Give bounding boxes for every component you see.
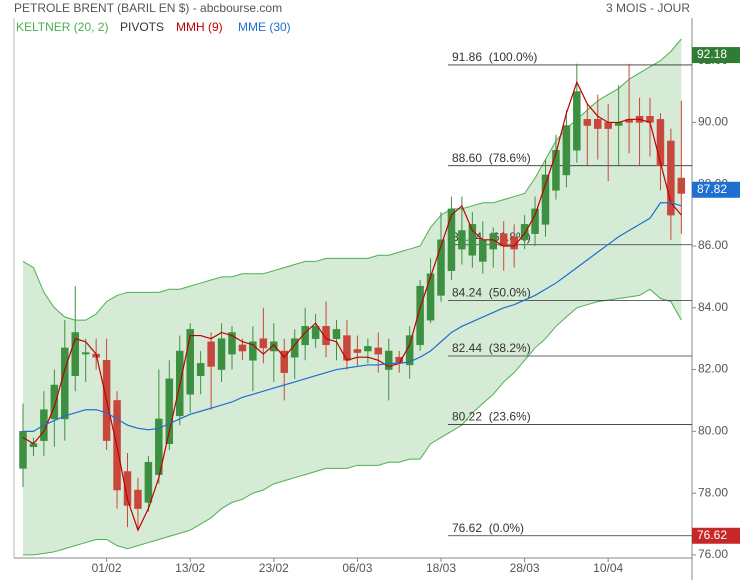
pivot-label: 88.60 (78.6%) (452, 151, 531, 165)
candle-body (385, 350, 393, 370)
pivot-label: 76.62 (0.0%) (452, 521, 524, 535)
candle-body (123, 471, 132, 506)
y-tick-label: 76.00 (698, 547, 728, 561)
candle-body (71, 332, 79, 376)
legend-mme: MME (30) (238, 20, 291, 34)
candle-body (81, 352, 90, 355)
candle-body (437, 239, 445, 296)
candle-body (249, 341, 257, 361)
candle-body (468, 224, 477, 256)
candle-body (604, 122, 612, 129)
candle-body (583, 119, 592, 126)
candle-body (290, 338, 299, 358)
candle-body (332, 329, 341, 339)
x-tick-label: 01/02 (92, 561, 122, 575)
candle-body (594, 119, 602, 129)
price-tag-label: 87.82 (697, 182, 727, 196)
candle-body (667, 140, 675, 216)
candle-body (426, 273, 435, 321)
candle-body (322, 326, 330, 346)
y-tick-label: 84.00 (698, 300, 728, 314)
candle-body (531, 208, 539, 234)
ma-line (23, 202, 682, 432)
y-tick-label: 78.00 (698, 485, 728, 499)
price-tag (692, 47, 740, 64)
chart-title: PETROLE BRENT (BARIL EN $) - abcbourse.c… (14, 1, 282, 15)
candle-body (364, 346, 372, 352)
candle-body (416, 285, 424, 346)
candle-body (552, 149, 560, 191)
candle-body (186, 329, 194, 395)
x-tick-label: 18/03 (426, 561, 456, 575)
pivot-label: 80.22 (23.6%) (452, 410, 531, 424)
price-tag-label: 92.18 (697, 47, 727, 61)
y-tick-label: 80.00 (698, 424, 728, 438)
candle-body (510, 236, 518, 250)
price-tag (692, 527, 740, 544)
y-tick-label: 90.00 (698, 115, 728, 129)
candle-body (458, 230, 466, 250)
candle-body (520, 224, 529, 241)
price-tag-label: 76.62 (697, 528, 727, 542)
x-tick-label: 13/02 (175, 561, 205, 575)
candle-body (311, 326, 320, 339)
candle-body (50, 384, 59, 420)
candle-body (217, 338, 226, 370)
candle-body (301, 326, 309, 346)
price-tag (692, 181, 740, 198)
candle-body (677, 177, 686, 194)
legend-keltner: KELTNER (20, 2) (16, 20, 108, 34)
candle-body (479, 239, 487, 262)
candle-body (656, 119, 665, 166)
y-tick-label: 86.00 (698, 238, 728, 252)
y-tick-label: 82.00 (698, 362, 728, 376)
candle-body (374, 347, 383, 355)
x-tick-label: 10/04 (593, 561, 623, 575)
candle-body (270, 341, 278, 352)
candle-body (562, 125, 571, 176)
candle-body (207, 341, 215, 367)
candle-body (155, 418, 163, 475)
chart-subtitle: 3 MOIS - JOUR (606, 1, 690, 15)
candle-body (19, 431, 27, 469)
candle-body (134, 489, 142, 509)
keltner-band (23, 39, 682, 555)
candle-body (238, 344, 247, 352)
candle-body (541, 174, 550, 225)
x-tick-label: 28/03 (510, 561, 540, 575)
keltner-lower (23, 288, 682, 556)
keltner-upper (22, 38, 682, 321)
legend-pivots: PIVOTS (120, 20, 164, 34)
candle-body (196, 363, 205, 376)
candle-body (144, 461, 153, 503)
x-tick-label: 23/02 (259, 561, 289, 575)
candle-body (353, 349, 362, 353)
legend-mmh: MMH (9) (176, 20, 223, 34)
pivot-label: 91.86 (100.0%) (452, 50, 537, 64)
pivot-label: 84.24 (50.0%) (452, 286, 531, 300)
candle-body (573, 91, 581, 151)
candle-body (280, 350, 288, 373)
candle-body (228, 332, 236, 355)
ma-line (22, 80, 682, 532)
pivot-label: 82.44 (38.2%) (452, 341, 531, 355)
candle-body (165, 378, 174, 444)
candle-body (61, 347, 69, 420)
candle-body (259, 338, 268, 349)
candle-body (447, 208, 456, 271)
x-tick-label: 06/03 (342, 561, 372, 575)
